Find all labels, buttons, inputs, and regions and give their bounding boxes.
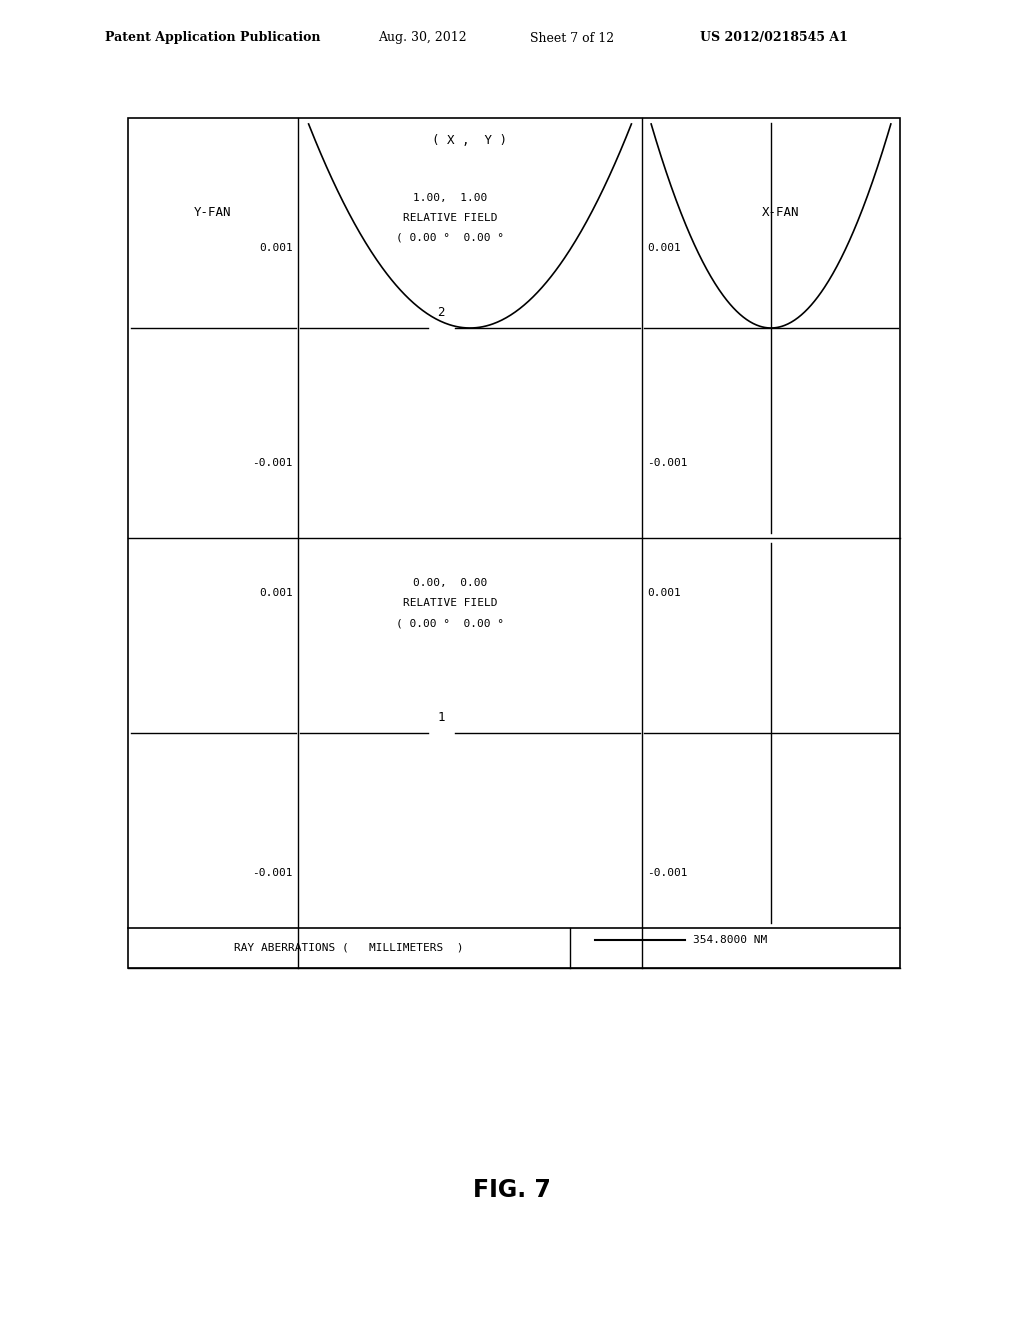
Text: Aug. 30, 2012: Aug. 30, 2012 [378,32,467,45]
Text: 1: 1 [437,711,445,723]
Text: Y-FAN: Y-FAN [195,206,231,219]
Text: -0.001: -0.001 [647,869,687,878]
Text: ( 0.00 °  0.00 °: ( 0.00 ° 0.00 ° [396,234,504,243]
Text: RAY ABERRATIONS (   MILLIMETERS  ): RAY ABERRATIONS ( MILLIMETERS ) [234,942,464,953]
Text: 2: 2 [437,306,445,319]
Text: FIG. 7: FIG. 7 [473,1177,551,1203]
Text: US 2012/0218545 A1: US 2012/0218545 A1 [700,32,848,45]
Text: -0.001: -0.001 [647,458,687,469]
Text: 0.001: 0.001 [647,243,681,253]
Text: RELATIVE FIELD: RELATIVE FIELD [402,213,498,223]
Text: 1.00,  1.00: 1.00, 1.00 [413,193,487,203]
Bar [128,117,900,968]
Text: 0.001: 0.001 [259,243,293,253]
Text: 0.00,  0.00: 0.00, 0.00 [413,578,487,587]
Text: 0.001: 0.001 [259,587,293,598]
Text: ( 0.00 °  0.00 °: ( 0.00 ° 0.00 ° [396,618,504,628]
Text: -0.001: -0.001 [253,458,293,469]
Text: 354.8000 NM: 354.8000 NM [693,935,767,945]
Text: RELATIVE FIELD: RELATIVE FIELD [402,598,498,609]
Text: ( X ,  Y ): ( X , Y ) [432,135,508,147]
Text: -0.001: -0.001 [253,869,293,878]
Text: X-FAN: X-FAN [762,206,800,219]
Text: Patent Application Publication: Patent Application Publication [105,32,321,45]
Text: Sheet 7 of 12: Sheet 7 of 12 [530,32,614,45]
Text: 0.001: 0.001 [647,587,681,598]
